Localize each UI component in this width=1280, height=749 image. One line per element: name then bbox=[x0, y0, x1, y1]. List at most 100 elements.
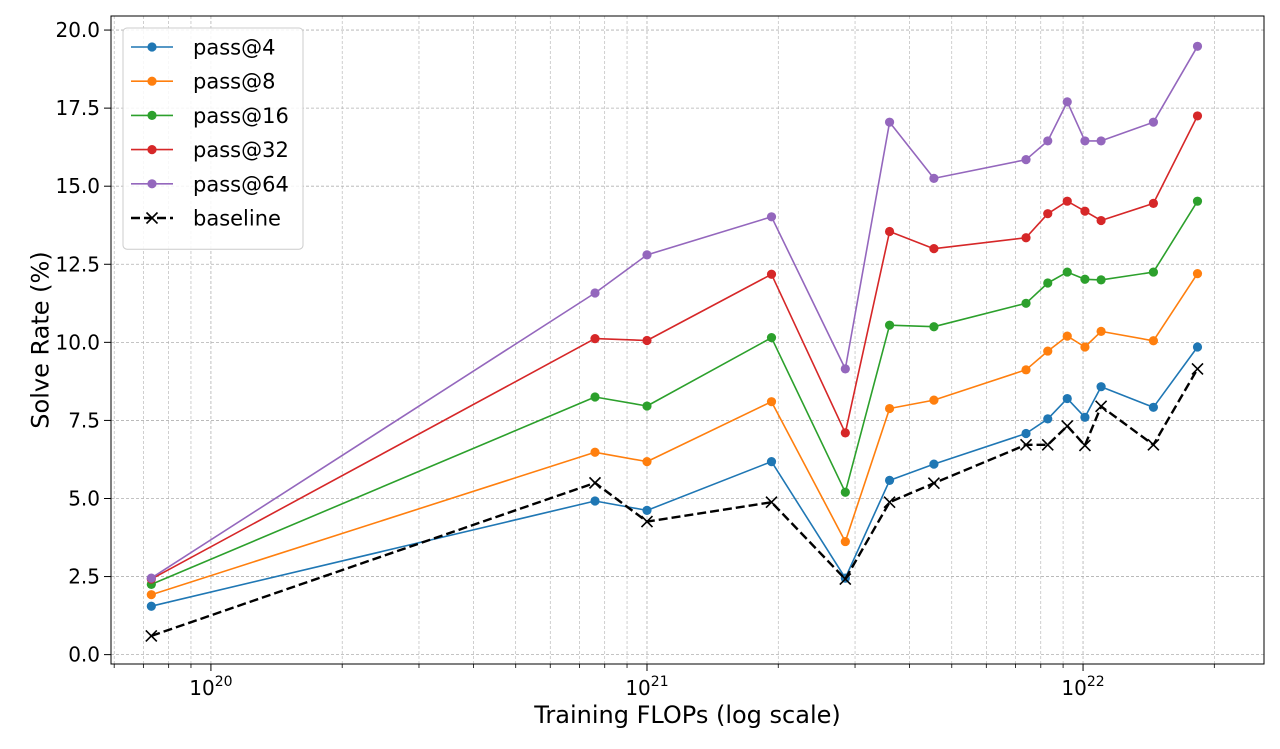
data-point bbox=[929, 395, 939, 405]
data-point bbox=[884, 320, 895, 330]
data-point bbox=[766, 457, 777, 467]
legend-item: pass@64 bbox=[131, 172, 289, 196]
data-point bbox=[1043, 209, 1053, 219]
data-point bbox=[1192, 196, 1203, 206]
legend-marker bbox=[147, 42, 157, 52]
data-point bbox=[1096, 382, 1106, 392]
data-point bbox=[1043, 136, 1053, 146]
data-point bbox=[1062, 97, 1072, 107]
data-point bbox=[1078, 439, 1091, 452]
legend-label: pass@32 bbox=[193, 138, 289, 162]
legend-marker bbox=[147, 179, 157, 189]
legend-marker bbox=[147, 110, 157, 120]
data-point bbox=[1148, 267, 1159, 277]
y-tick-label: 10.0 bbox=[55, 330, 100, 354]
x-tick-label: 1020 bbox=[189, 674, 232, 700]
series-pass-at-64 bbox=[146, 41, 1203, 583]
data-point bbox=[884, 403, 895, 414]
y-tick-label: 12.5 bbox=[55, 252, 100, 276]
data-point bbox=[884, 117, 895, 127]
data-point bbox=[1096, 136, 1106, 146]
series-baseline bbox=[145, 362, 1204, 642]
legend: pass@4 pass@8 pass@16 pass@32 pass@64 baselin… bbox=[122, 27, 304, 250]
x-tick-label: 1021 bbox=[625, 674, 668, 700]
data-point bbox=[1062, 331, 1072, 341]
legend-label: pass@4 bbox=[193, 36, 275, 60]
legend-item: pass@16 bbox=[131, 104, 289, 128]
data-point bbox=[1080, 136, 1090, 146]
y-tick-label: 2.5 bbox=[68, 565, 100, 589]
data-point bbox=[642, 401, 652, 411]
data-point bbox=[1192, 111, 1203, 121]
series-pass-at-8 bbox=[146, 269, 1203, 600]
data-point bbox=[590, 392, 600, 402]
data-point bbox=[766, 397, 777, 407]
data-point bbox=[642, 457, 652, 467]
data-point bbox=[1096, 275, 1106, 285]
legend-label: pass@8 bbox=[193, 70, 275, 94]
data-point bbox=[840, 364, 850, 374]
plot-area-frame bbox=[110, 15, 1265, 665]
legend-box bbox=[122, 27, 304, 250]
data-point bbox=[1096, 215, 1106, 226]
series-line bbox=[151, 346, 1199, 607]
data-point bbox=[642, 250, 652, 260]
data-point bbox=[884, 226, 895, 237]
data-point bbox=[1021, 365, 1031, 375]
data-point bbox=[1191, 362, 1204, 375]
data-point bbox=[1062, 196, 1072, 206]
y-axis-label: Solve Rate (%) bbox=[26, 251, 54, 428]
data-point bbox=[1043, 346, 1053, 356]
x-axis-label: Training FLOPs (log scale) bbox=[533, 701, 841, 729]
data-point bbox=[1147, 438, 1160, 451]
data-point bbox=[1021, 428, 1031, 439]
series-pass-at-32 bbox=[146, 111, 1203, 584]
y-tick-label: 15.0 bbox=[55, 174, 100, 198]
data-point bbox=[1019, 438, 1033, 451]
data-point bbox=[590, 496, 600, 506]
data-point bbox=[1062, 393, 1072, 404]
legend-marker bbox=[147, 145, 157, 155]
data-point bbox=[590, 288, 600, 298]
data-point bbox=[883, 496, 896, 509]
series-pass-at-16 bbox=[146, 196, 1203, 589]
legend-label: pass@16 bbox=[193, 104, 289, 128]
data-point bbox=[1148, 402, 1159, 412]
data-point bbox=[1062, 267, 1072, 277]
data-point bbox=[1021, 155, 1031, 165]
legend-item: baseline bbox=[131, 207, 281, 231]
data-point bbox=[588, 476, 602, 489]
data-point bbox=[1080, 206, 1090, 216]
series-pass-at-4 bbox=[146, 342, 1203, 611]
data-point bbox=[1043, 278, 1053, 288]
data-point bbox=[929, 244, 939, 254]
data-point bbox=[1021, 298, 1031, 308]
data-point bbox=[1192, 269, 1203, 279]
y-tick-label: 5.0 bbox=[68, 486, 100, 510]
data-point bbox=[839, 572, 852, 586]
data-point bbox=[1148, 336, 1159, 346]
data-point bbox=[146, 573, 156, 583]
data-point bbox=[1192, 342, 1203, 352]
data-point bbox=[929, 173, 939, 183]
data-point bbox=[1080, 274, 1090, 284]
data-point bbox=[766, 333, 777, 343]
data-point bbox=[1096, 326, 1106, 337]
data-point bbox=[840, 428, 850, 438]
data-point bbox=[1095, 400, 1108, 413]
data-point bbox=[1041, 438, 1054, 451]
data-point bbox=[840, 487, 850, 497]
data-point bbox=[642, 335, 652, 346]
series-line bbox=[150, 368, 1199, 638]
y-tick-label: 7.5 bbox=[68, 408, 100, 432]
data-point bbox=[1021, 233, 1031, 243]
data-point bbox=[1043, 414, 1053, 424]
y-tick-label: 17.5 bbox=[55, 96, 100, 120]
legend-item: pass@32 bbox=[131, 138, 289, 162]
y-tick-label: 0.0 bbox=[68, 643, 100, 667]
data-point bbox=[640, 515, 654, 528]
data-point bbox=[145, 629, 158, 642]
legend-item: pass@8 bbox=[131, 70, 275, 94]
data-point bbox=[1080, 342, 1090, 352]
